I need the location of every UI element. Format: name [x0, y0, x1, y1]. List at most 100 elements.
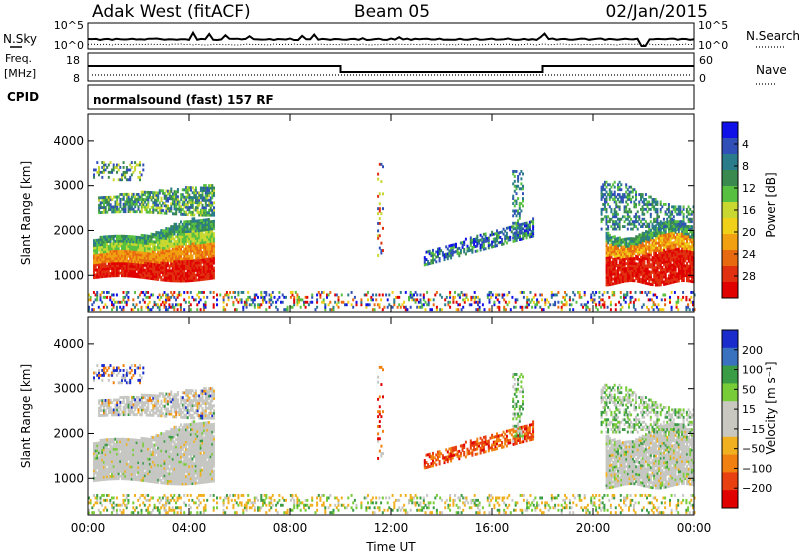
power-cell [645, 254, 647, 258]
power-cell [653, 258, 656, 262]
power-cell [605, 222, 608, 226]
power-cell [654, 303, 657, 307]
power-cell [659, 251, 662, 255]
colorbar-swatch [722, 186, 738, 203]
power-cell [386, 305, 389, 309]
power-cell [116, 242, 118, 246]
nave-tick-60: 60 [699, 54, 713, 67]
power-cell [96, 293, 99, 297]
power-cell [669, 274, 672, 277]
power-cell [605, 236, 608, 240]
power-cell [618, 278, 621, 282]
power-cell [423, 263, 426, 267]
power-cell [196, 226, 199, 230]
velocity-cell [109, 438, 112, 441]
power-cell [145, 295, 148, 299]
power-cell [271, 300, 274, 304]
power-cell [617, 251, 620, 255]
power-cell [458, 251, 461, 255]
power-cell [370, 298, 373, 302]
power-cell [659, 236, 662, 240]
power-cell [222, 308, 225, 312]
power-cell [142, 168, 145, 172]
power-cell [676, 277, 679, 281]
power-cell [166, 259, 169, 263]
power-cell [188, 254, 191, 258]
power-cell [690, 300, 693, 304]
power-cell [618, 248, 621, 252]
power-cell [117, 264, 120, 268]
power-cell [193, 244, 196, 248]
power-cell [153, 252, 156, 256]
nave-tick-0: 0 [699, 72, 706, 85]
power-cell [202, 303, 205, 307]
power-cell [620, 243, 623, 247]
power-cell [378, 246, 381, 250]
power-cell [170, 234, 173, 238]
power-cell [669, 259, 672, 263]
power-cell [188, 262, 191, 265]
power-cell [121, 193, 124, 196]
power-cell [193, 264, 196, 268]
power-cell [590, 298, 593, 302]
power-cell [481, 245, 484, 249]
power-cell [203, 275, 205, 279]
power-cell [206, 257, 209, 261]
power-cell [94, 243, 97, 247]
power-cell [677, 250, 680, 253]
power-cell [163, 246, 166, 250]
power-cell [478, 305, 481, 309]
power-cell [628, 220, 631, 224]
power-cell [165, 227, 168, 230]
power-cell [515, 170, 518, 173]
power-cell [124, 239, 127, 243]
velocity-cell [104, 468, 107, 471]
power-cell [139, 255, 141, 259]
power-cell [612, 215, 615, 219]
power-cell [484, 235, 487, 238]
power-cell [656, 207, 659, 211]
power-cell [503, 298, 506, 302]
power-cell [99, 248, 102, 252]
power-cell [454, 291, 456, 294]
power-cell [578, 291, 581, 294]
power-cell [623, 265, 626, 268]
power-cell [211, 254, 214, 258]
power-cell [687, 252, 690, 256]
power-cell [676, 235, 679, 239]
power-cell [625, 207, 628, 211]
power-cell [645, 267, 647, 270]
power-cell [638, 215, 641, 219]
power-cell [188, 186, 191, 190]
power-cell [671, 256, 674, 260]
power-cell [191, 274, 194, 277]
power-cell [482, 242, 485, 246]
power-cell [158, 268, 161, 272]
power-cell [124, 237, 127, 241]
power-cell [595, 303, 598, 307]
nsky-panel: N.Sky 10^5 10^0 10^5 10^0 N.Search [3, 19, 800, 52]
power-cell [150, 205, 153, 209]
freq-tick-18: 18 [66, 54, 80, 67]
power-cell [640, 278, 643, 281]
power-cell [666, 257, 669, 261]
power-cell [157, 241, 160, 244]
power-cell [124, 252, 127, 255]
power-cell [654, 244, 657, 247]
power-cell [112, 205, 115, 209]
power-cell [122, 271, 125, 275]
power-cell [617, 271, 620, 275]
power-cell [117, 237, 120, 241]
power-cell [672, 278, 675, 281]
power-cell [635, 190, 637, 194]
power-cell [160, 209, 163, 212]
power-cell [157, 260, 160, 264]
power-cell [463, 240, 466, 244]
power-cell [682, 247, 685, 250]
power-cell [615, 271, 618, 275]
power-cell [677, 272, 680, 275]
power-cell [155, 191, 158, 195]
power-cell [610, 255, 613, 259]
power-cell [147, 249, 150, 253]
